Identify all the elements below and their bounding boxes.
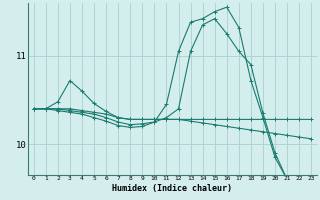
X-axis label: Humidex (Indice chaleur): Humidex (Indice chaleur)	[112, 184, 232, 193]
